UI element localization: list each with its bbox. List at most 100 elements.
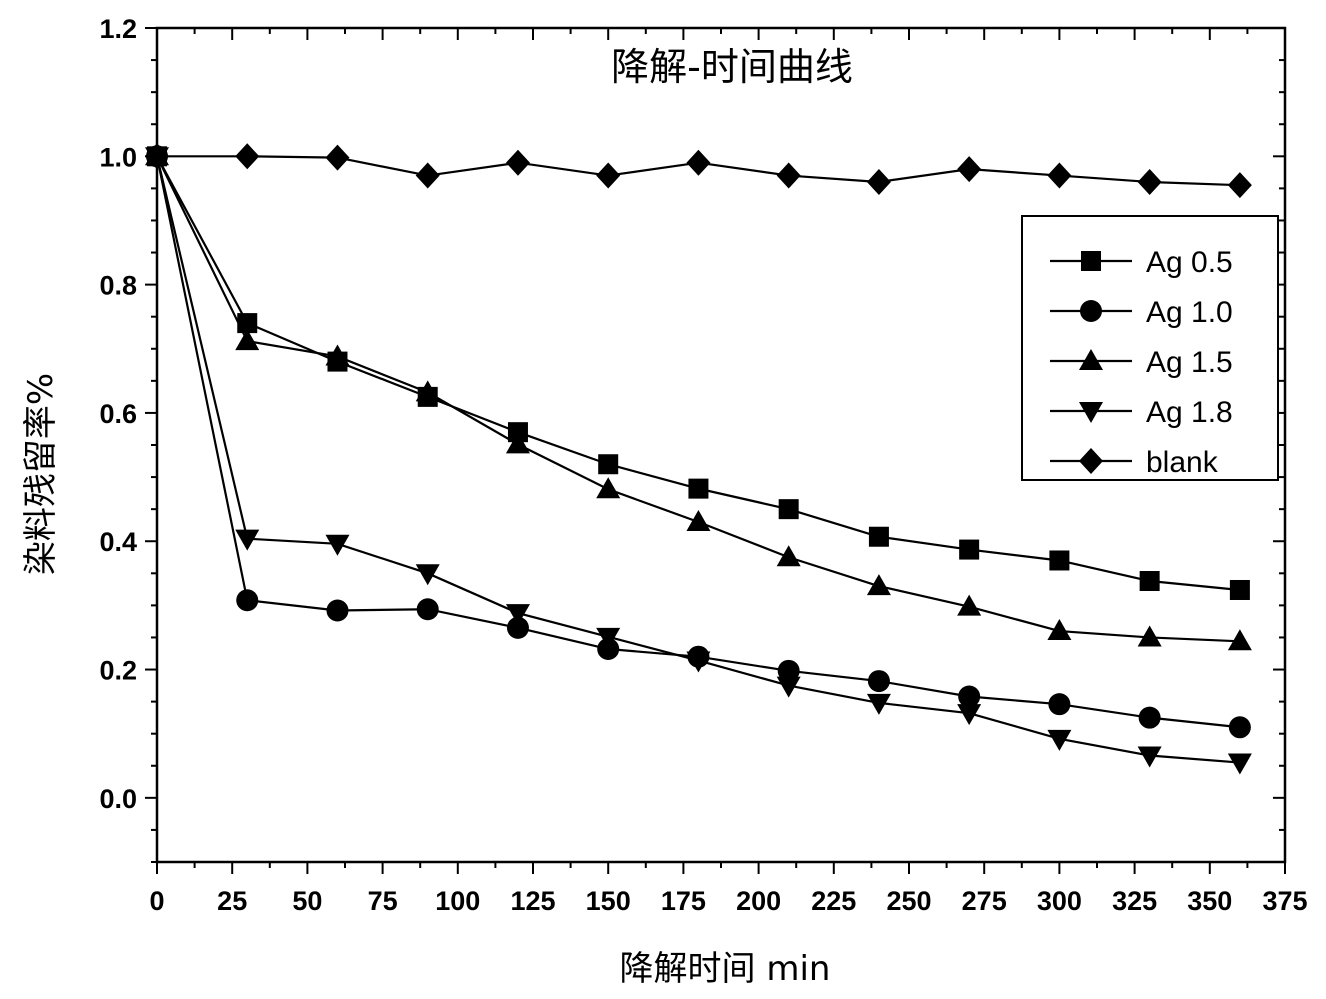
data-point <box>1047 619 1072 641</box>
data-point <box>868 526 889 547</box>
y-tick-label: 0.2 <box>99 656 137 686</box>
data-point <box>597 638 620 661</box>
y-tick-label: 0.6 <box>99 399 137 429</box>
data-point <box>1047 162 1072 189</box>
legend-item: Ag 1.0 <box>1050 296 1233 329</box>
x-tick-label: 100 <box>435 886 480 916</box>
data-point <box>1138 706 1161 729</box>
data-point <box>235 529 260 551</box>
data-point <box>507 422 528 443</box>
y-tick-label: 1.2 <box>99 14 137 44</box>
x-axis-title: 降解时间 min <box>620 949 831 989</box>
data-point <box>1229 579 1250 600</box>
data-point <box>325 144 350 171</box>
x-tick-label: 125 <box>510 886 555 916</box>
axis-tick-labels: 0 25 50 75 100 125 150 175 200 225 250 275 300 325 350… <box>99 14 1307 916</box>
y-axis-title: 染料残留率% <box>21 373 61 575</box>
x-tick-label: 325 <box>1112 886 1157 916</box>
chart-title: 降解-时间曲线 <box>611 45 853 89</box>
legend-label: Ag 1.8 <box>1146 396 1233 429</box>
x-tick-label: 250 <box>886 886 931 916</box>
legend-label: Ag 1.0 <box>1146 296 1233 329</box>
data-point <box>778 499 799 520</box>
data-point <box>1137 625 1162 647</box>
data-point <box>235 143 260 170</box>
data-point <box>325 534 350 556</box>
data-point <box>505 432 530 454</box>
x-tick-label: 25 <box>217 886 247 916</box>
data-point <box>1228 716 1251 739</box>
y-tick-label: 0.0 <box>99 784 137 814</box>
x-tick-label: 225 <box>811 886 856 916</box>
x-tick-label: 200 <box>736 886 781 916</box>
data-point <box>235 329 260 351</box>
data-point <box>777 659 800 682</box>
data-point <box>1049 550 1070 571</box>
data-point <box>686 149 711 176</box>
x-tick-label: 350 <box>1187 886 1232 916</box>
data-point <box>1137 746 1162 768</box>
data-point <box>1227 629 1252 651</box>
data-point <box>145 143 169 170</box>
data-point <box>776 545 801 567</box>
x-tick-label: 175 <box>661 886 706 916</box>
x-tick-label: 150 <box>586 886 631 916</box>
legend-item: Ag 1.5 <box>1050 346 1233 379</box>
data-point <box>866 693 891 715</box>
axis-ticks <box>145 27 1286 874</box>
legend-item: Ag 1.8 <box>1050 396 1233 429</box>
data-point <box>686 651 711 673</box>
y-tick-label: 1.0 <box>99 142 137 172</box>
data-point <box>416 598 439 621</box>
data-point <box>506 616 529 639</box>
y-tick-label: 0.4 <box>99 527 137 557</box>
data-point <box>957 594 982 616</box>
data-point <box>505 149 530 176</box>
legend-marker <box>1080 300 1102 322</box>
series-blank <box>145 143 1252 199</box>
data-point <box>866 168 891 195</box>
data-point <box>325 344 350 366</box>
data-point <box>1047 729 1072 751</box>
data-point <box>688 478 709 499</box>
data-point <box>686 509 711 531</box>
data-point <box>236 589 259 612</box>
data-point <box>1139 571 1160 592</box>
legend-item: blank <box>1050 446 1219 479</box>
data-point <box>596 162 621 189</box>
data-point <box>957 156 982 183</box>
x-tick-label: 50 <box>292 886 322 916</box>
data-point <box>866 574 891 596</box>
y-tick-label: 0.8 <box>99 271 137 301</box>
legend-label: blank <box>1146 446 1219 479</box>
data-point <box>596 627 621 649</box>
series-layer <box>145 143 1252 775</box>
series-ag-1-5 <box>145 144 1252 651</box>
legend-marker <box>1079 402 1103 423</box>
data-point <box>598 454 619 475</box>
x-tick-label: 0 <box>149 886 164 916</box>
x-tick-label: 375 <box>1262 886 1307 916</box>
legend-label: Ag 1.5 <box>1146 346 1233 379</box>
data-point <box>1227 172 1252 199</box>
data-point <box>415 162 440 189</box>
data-point <box>1227 753 1252 775</box>
legend-label: Ag 0.5 <box>1146 246 1233 279</box>
legend-item: Ag 0.5 <box>1050 246 1233 279</box>
x-tick-label: 75 <box>368 886 398 916</box>
data-point <box>415 564 440 586</box>
data-point <box>958 685 981 708</box>
legend-marker <box>1081 251 1101 271</box>
data-point <box>1048 693 1071 716</box>
x-tick-label: 300 <box>1037 886 1082 916</box>
data-point <box>596 477 621 499</box>
x-tick-label: 275 <box>962 886 1007 916</box>
data-point <box>776 676 801 698</box>
legend-marker <box>1079 448 1103 474</box>
data-point <box>505 604 530 626</box>
data-point <box>867 670 890 693</box>
legend: Ag 0.5 Ag 1.0 Ag 1.5 Ag 1.8 blank <box>1021 215 1279 481</box>
data-point <box>415 380 440 402</box>
data-point <box>776 162 801 189</box>
data-point <box>237 313 258 334</box>
